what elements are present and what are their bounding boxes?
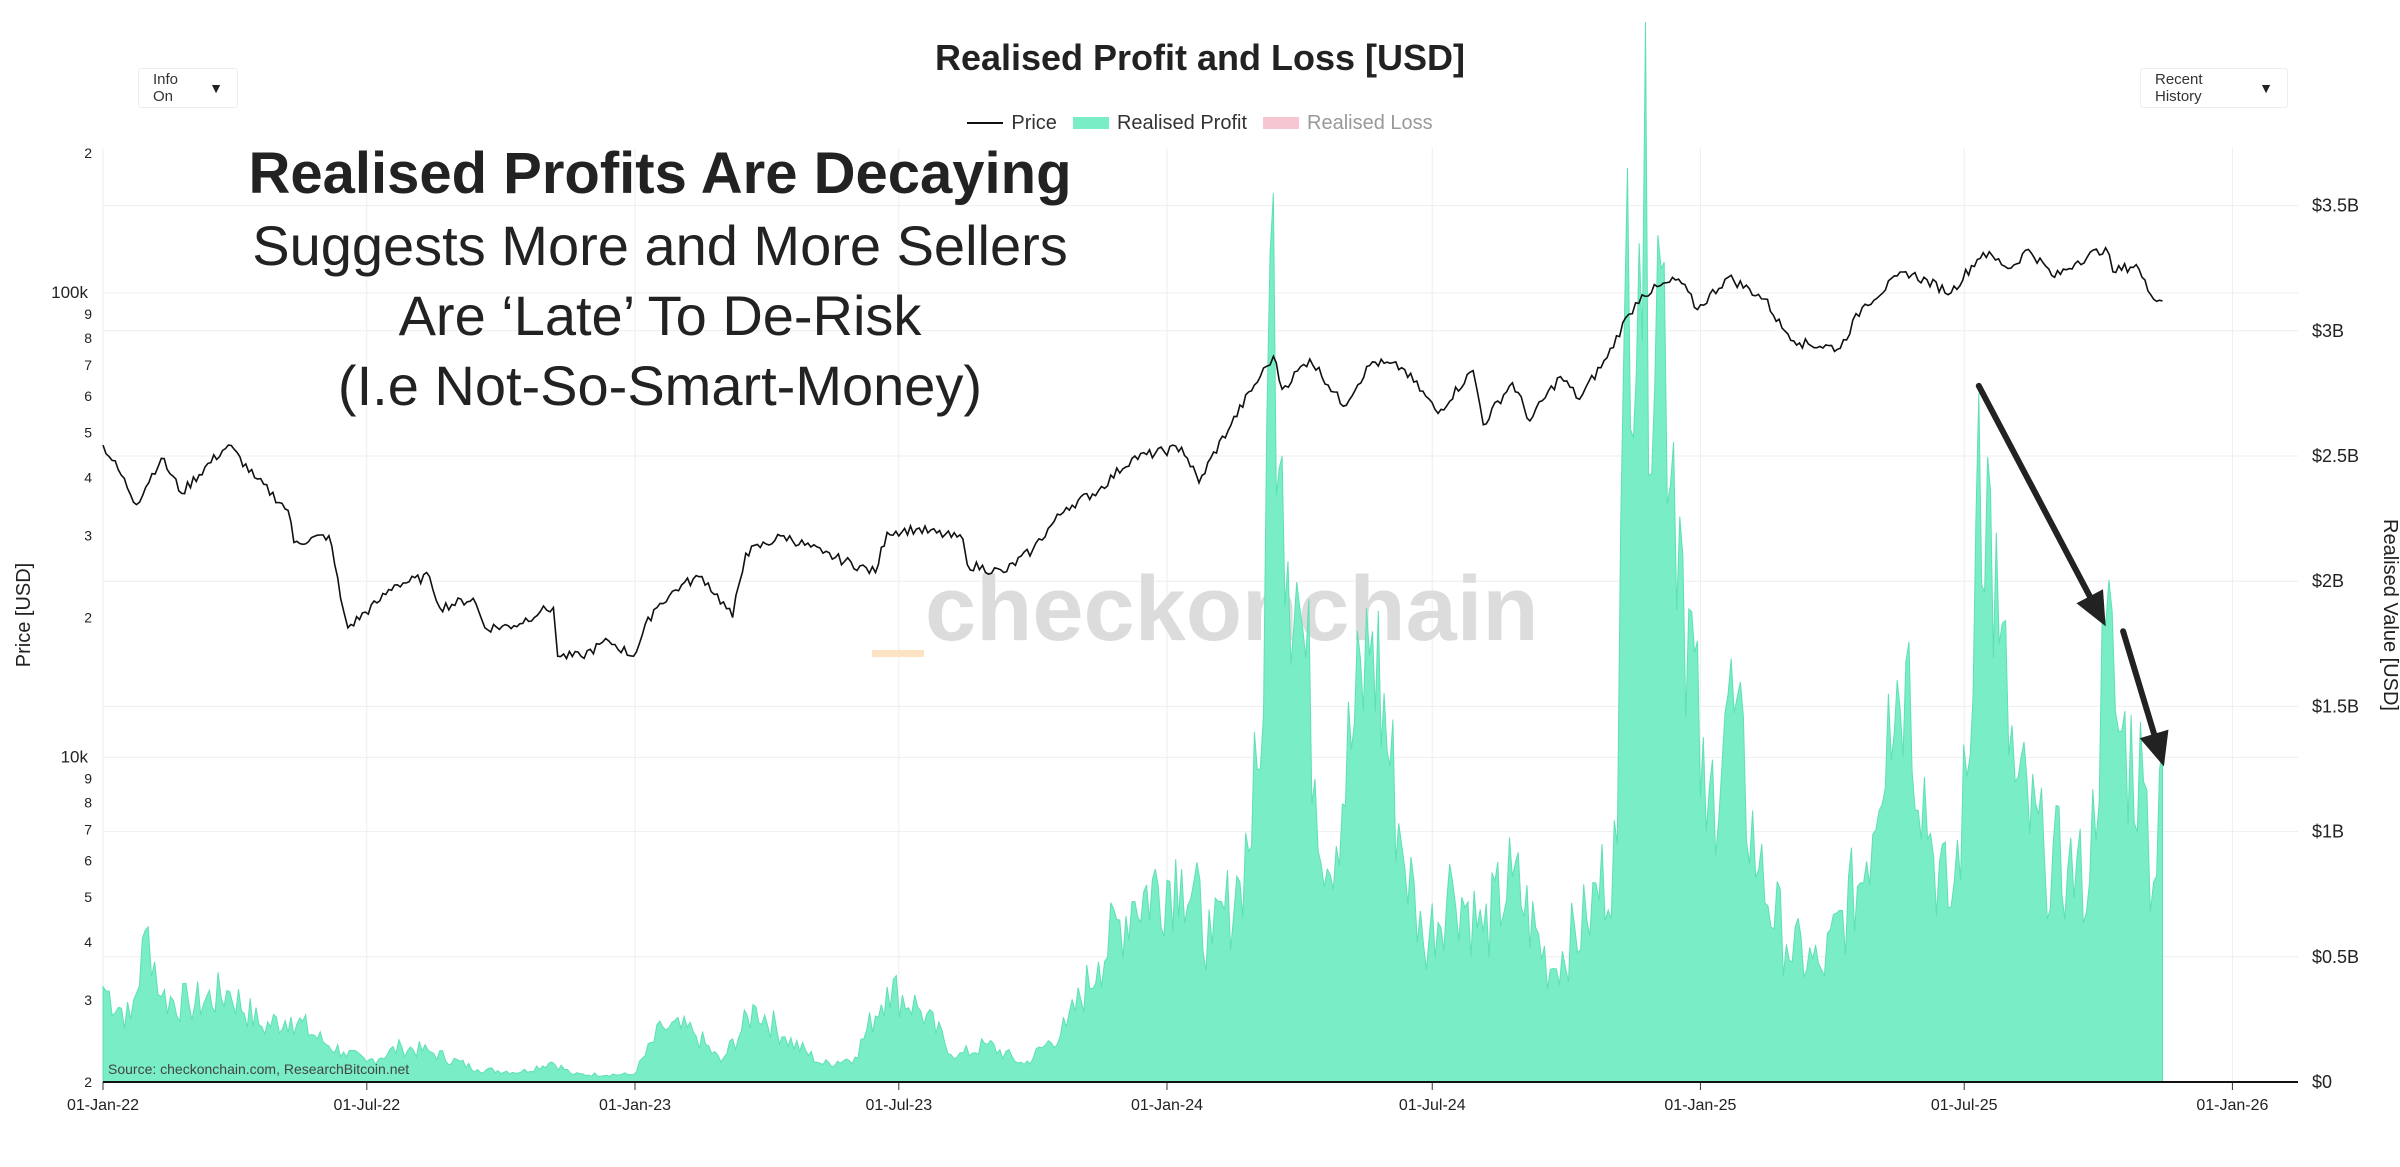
realised-profit-area xyxy=(102,22,2163,1083)
legend-swatch-loss xyxy=(1263,117,1299,129)
y-right-tick-label: $0 xyxy=(2312,1072,2332,1092)
y-right-tick-label: $3.5B xyxy=(2312,196,2359,216)
legend-item-realised-loss[interactable]: Realised Loss xyxy=(1263,112,1433,135)
x-tick-label: 01-Jul-23 xyxy=(865,1097,932,1114)
range-label: Recent History xyxy=(2155,71,2203,105)
y-left-axis-title: Price [USD] xyxy=(13,563,35,667)
legend-swatch-price xyxy=(967,122,1004,124)
y-right-tick-label: $1.5B xyxy=(2312,696,2359,716)
legend-item-price[interactable]: Price xyxy=(967,112,1057,135)
x-tick-label: 01-Jan-24 xyxy=(1131,1097,1203,1114)
y-left-tick-label: 4 xyxy=(84,470,92,486)
range-dropdown[interactable]: Recent History ▼ xyxy=(2140,68,2288,108)
x-tick-label: 01-Jul-22 xyxy=(333,1097,400,1114)
arrow-shaft xyxy=(2120,628,2158,737)
chart-title: Realised Profit and Loss [USD] xyxy=(935,37,1465,78)
watermark-text: checkonchain xyxy=(925,558,1539,660)
y-left-tick-label: 7 xyxy=(84,357,92,373)
legend-label-profit: Realised Profit xyxy=(1116,111,1247,134)
x-tick-label: 01-Jul-25 xyxy=(1931,1097,1998,1114)
y-left-tick-label: 100k xyxy=(51,283,88,302)
y-left-tick-label: 8 xyxy=(84,330,92,346)
arrow-head xyxy=(2139,729,2169,767)
y-left-tick-label: 5 xyxy=(84,889,92,905)
legend-label-loss: Realised Loss xyxy=(1307,111,1433,134)
price-series xyxy=(102,246,2163,661)
y-right-tick-label: $3B xyxy=(2312,321,2344,341)
annotation-line-1: Suggests More and More Sellers xyxy=(252,214,1068,277)
info-toggle-label: Info On xyxy=(153,71,179,105)
realised-profit-series xyxy=(102,22,2163,1083)
axes: 01-Jan-22 01-Jul-22 01-Jan-23 01-Jul-23 01-J… xyxy=(13,145,2400,1114)
x-tick-label: 01-Jan-23 xyxy=(599,1097,671,1114)
x-tick-label: 01-Jan-26 xyxy=(2196,1097,2268,1114)
legend-label-price: Price xyxy=(1011,111,1057,134)
y-left-tick-label: 9 xyxy=(84,306,92,322)
y-left-tick-label: 2 xyxy=(84,609,92,625)
legend: Price Realised Profit Realised Loss xyxy=(0,108,2400,138)
chevron-down-icon: ▼ xyxy=(209,80,223,96)
x-tick-label: 01-Jul-24 xyxy=(1399,1097,1466,1114)
legend-item-realised-profit[interactable]: Realised Profit xyxy=(1072,111,1247,135)
y-left-tick-label: 4 xyxy=(84,934,92,950)
watermark-accent xyxy=(872,650,924,657)
arrow-shaft xyxy=(1975,382,2093,600)
y-left-tick-label: 6 xyxy=(84,388,92,404)
arrow-head xyxy=(2076,589,2106,627)
source-note: Source: checkonchain.com, ResearchBitcoi… xyxy=(108,1061,409,1077)
watermark: checkonchain xyxy=(872,558,1539,660)
y-left-tick-label: 8 xyxy=(84,794,92,810)
y-right-axis-title: Realised Value [USD] xyxy=(2379,519,2400,711)
y-left-tick-label: 10k xyxy=(61,747,89,766)
y-right-tick-label: $1B xyxy=(2312,822,2344,842)
y-left-tick-label: 9 xyxy=(84,771,92,787)
chevron-down-icon: ▼ xyxy=(2259,80,2273,96)
y-left-tick-label: 5 xyxy=(84,425,92,441)
y-left-tick-label: 7 xyxy=(84,821,92,837)
annotation-headline: Realised Profits Are Decaying xyxy=(248,141,1072,206)
y-left-tick-label: 6 xyxy=(84,852,92,868)
annotation-arrows xyxy=(1975,382,2169,767)
y-right-tick-label: $2B xyxy=(2312,571,2344,591)
y-left-tick-label: 2 xyxy=(84,145,92,161)
annotation-line-2: Are ‘Late’ To De-Risk xyxy=(398,284,922,347)
info-toggle-dropdown[interactable]: Info On ▼ xyxy=(138,68,238,108)
x-tick-label: 01-Jan-22 xyxy=(67,1097,139,1114)
y-left-tick-label: 3 xyxy=(84,992,92,1008)
y-right-tick-label: $2.5B xyxy=(2312,446,2359,466)
y-right-tick-label: $0.5B xyxy=(2312,947,2359,967)
y-left-tick-label: 2 xyxy=(84,1074,92,1090)
price-line xyxy=(102,246,2163,661)
legend-swatch-profit xyxy=(1072,117,1109,129)
x-tick-label: 01-Jan-25 xyxy=(1664,1097,1736,1114)
annotation-line-3: (I.e Not-So-Smart-Money) xyxy=(337,354,983,417)
y-left-tick-label: 3 xyxy=(84,528,92,544)
